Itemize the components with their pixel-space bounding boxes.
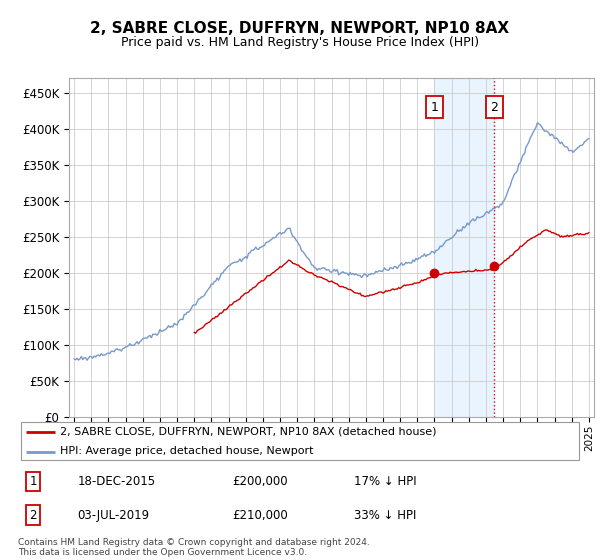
Text: £210,000: £210,000 [232, 508, 288, 521]
FancyBboxPatch shape [21, 422, 579, 460]
Text: 2, SABRE CLOSE, DUFFRYN, NEWPORT, NP10 8AX (detached house): 2, SABRE CLOSE, DUFFRYN, NEWPORT, NP10 8… [60, 427, 437, 437]
Text: 33% ↓ HPI: 33% ↓ HPI [353, 508, 416, 521]
Text: 18-DEC-2015: 18-DEC-2015 [77, 475, 155, 488]
Text: HPI: Average price, detached house, Newport: HPI: Average price, detached house, Newp… [60, 446, 314, 456]
Text: Contains HM Land Registry data © Crown copyright and database right 2024.
This d: Contains HM Land Registry data © Crown c… [18, 538, 370, 557]
Text: 1: 1 [431, 101, 439, 114]
Text: 03-JUL-2019: 03-JUL-2019 [77, 508, 149, 521]
Bar [434, 78, 494, 417]
Text: £200,000: £200,000 [232, 475, 288, 488]
Text: 17% ↓ HPI: 17% ↓ HPI [353, 475, 416, 488]
Text: 2: 2 [491, 101, 499, 114]
Text: 2, SABRE CLOSE, DUFFRYN, NEWPORT, NP10 8AX: 2, SABRE CLOSE, DUFFRYN, NEWPORT, NP10 8… [91, 21, 509, 36]
Text: 1: 1 [29, 475, 37, 488]
Text: Price paid vs. HM Land Registry's House Price Index (HPI): Price paid vs. HM Land Registry's House … [121, 36, 479, 49]
Text: 2: 2 [29, 508, 37, 521]
